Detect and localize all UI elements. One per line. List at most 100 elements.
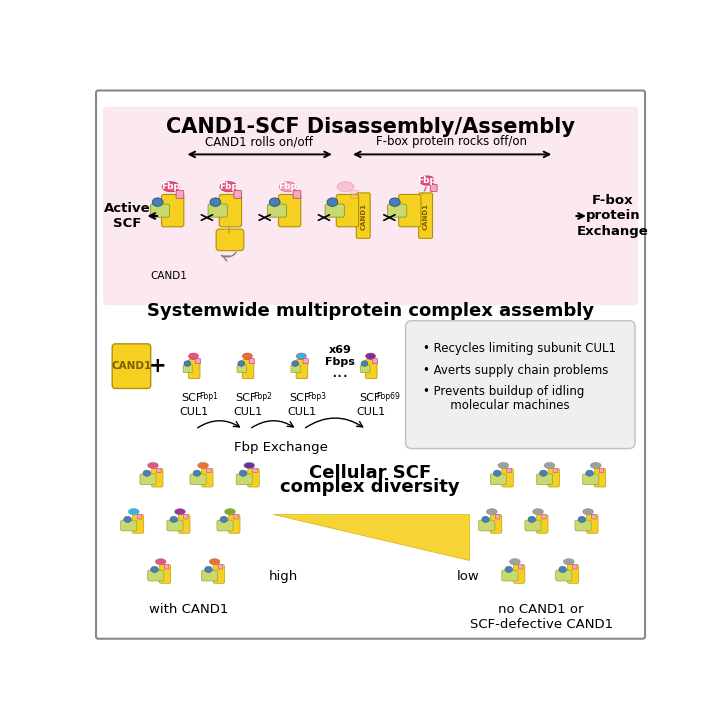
FancyBboxPatch shape [228, 515, 240, 534]
FancyBboxPatch shape [234, 514, 238, 519]
FancyBboxPatch shape [536, 474, 552, 484]
FancyBboxPatch shape [296, 360, 308, 378]
FancyBboxPatch shape [518, 565, 523, 569]
FancyBboxPatch shape [218, 565, 223, 569]
Text: CAND1: CAND1 [150, 271, 188, 282]
FancyBboxPatch shape [495, 514, 500, 519]
FancyBboxPatch shape [183, 365, 193, 373]
Ellipse shape [559, 566, 567, 573]
FancyBboxPatch shape [479, 520, 495, 531]
FancyBboxPatch shape [548, 469, 560, 487]
Text: Fbp: Fbp [278, 182, 297, 191]
Ellipse shape [327, 198, 338, 206]
FancyBboxPatch shape [121, 520, 137, 531]
FancyBboxPatch shape [248, 469, 260, 487]
Ellipse shape [193, 470, 201, 477]
Text: F-box
protein
Exchange: F-box protein Exchange [577, 194, 649, 238]
Text: CAND1 rolls on/off: CAND1 rolls on/off [205, 135, 313, 148]
FancyBboxPatch shape [336, 194, 359, 227]
Ellipse shape [225, 508, 236, 515]
FancyBboxPatch shape [207, 468, 211, 473]
FancyBboxPatch shape [96, 90, 645, 639]
FancyBboxPatch shape [156, 468, 161, 473]
FancyBboxPatch shape [556, 570, 572, 581]
FancyBboxPatch shape [502, 570, 518, 581]
Ellipse shape [390, 198, 401, 206]
Ellipse shape [583, 508, 594, 515]
Ellipse shape [544, 462, 555, 469]
Ellipse shape [337, 182, 354, 192]
Text: • Recycles limiting subunit CUL1: • Recycles limiting subunit CUL1 [423, 342, 616, 355]
Ellipse shape [238, 361, 244, 366]
FancyBboxPatch shape [190, 474, 206, 484]
FancyBboxPatch shape [568, 565, 579, 583]
Ellipse shape [150, 566, 158, 573]
Text: Active
SCF: Active SCF [104, 202, 151, 230]
Text: • Prevents buildup of idling: • Prevents buildup of idling [423, 385, 585, 398]
FancyBboxPatch shape [150, 204, 170, 217]
FancyBboxPatch shape [325, 204, 344, 217]
FancyBboxPatch shape [219, 194, 241, 227]
Ellipse shape [147, 462, 158, 469]
Text: Fbp: Fbp [417, 176, 436, 185]
FancyBboxPatch shape [586, 515, 598, 534]
FancyBboxPatch shape [406, 321, 635, 448]
Text: Fbp2: Fbp2 [253, 391, 272, 401]
Ellipse shape [170, 516, 178, 523]
FancyBboxPatch shape [184, 514, 188, 519]
Text: SCF: SCF [359, 393, 380, 403]
FancyBboxPatch shape [553, 468, 557, 473]
Ellipse shape [528, 516, 536, 523]
Text: SCF: SCF [181, 393, 203, 403]
FancyBboxPatch shape [195, 358, 200, 364]
Ellipse shape [498, 462, 509, 469]
FancyBboxPatch shape [573, 565, 577, 569]
Text: CAND1: CAND1 [422, 202, 429, 230]
FancyBboxPatch shape [208, 204, 227, 217]
Text: CUL1: CUL1 [233, 407, 262, 417]
Ellipse shape [205, 566, 213, 573]
Text: x69
Fbps: x69 Fbps [325, 345, 355, 367]
Ellipse shape [197, 462, 208, 469]
FancyBboxPatch shape [217, 520, 233, 531]
Ellipse shape [174, 508, 185, 515]
Ellipse shape [493, 470, 501, 477]
Ellipse shape [220, 516, 228, 523]
Ellipse shape [419, 176, 435, 186]
FancyBboxPatch shape [237, 365, 247, 373]
Ellipse shape [239, 470, 247, 477]
Text: complex diversity: complex diversity [281, 478, 460, 496]
Ellipse shape [539, 470, 547, 477]
Ellipse shape [242, 353, 252, 360]
FancyBboxPatch shape [159, 565, 171, 583]
Text: Fbp Exchange: Fbp Exchange [234, 440, 328, 453]
FancyBboxPatch shape [536, 515, 548, 534]
Ellipse shape [269, 198, 280, 206]
FancyBboxPatch shape [202, 469, 213, 487]
Ellipse shape [153, 198, 163, 206]
FancyBboxPatch shape [147, 570, 164, 581]
Text: molecular machines: molecular machines [439, 399, 569, 412]
FancyBboxPatch shape [398, 194, 421, 227]
FancyBboxPatch shape [419, 193, 432, 238]
Text: CUL1: CUL1 [287, 407, 316, 417]
FancyBboxPatch shape [599, 468, 604, 473]
FancyBboxPatch shape [236, 474, 252, 484]
FancyBboxPatch shape [525, 520, 541, 531]
FancyBboxPatch shape [583, 474, 599, 484]
FancyBboxPatch shape [502, 469, 513, 487]
FancyBboxPatch shape [490, 515, 502, 534]
Text: high: high [268, 570, 298, 583]
FancyBboxPatch shape [202, 570, 218, 581]
Text: +: + [149, 356, 166, 376]
Ellipse shape [209, 559, 220, 565]
FancyBboxPatch shape [594, 469, 606, 487]
FancyBboxPatch shape [167, 520, 183, 531]
Text: Fbp3: Fbp3 [307, 391, 326, 401]
FancyBboxPatch shape [234, 191, 241, 199]
FancyBboxPatch shape [242, 360, 254, 378]
FancyBboxPatch shape [365, 360, 377, 378]
Text: with CAND1: with CAND1 [149, 603, 228, 616]
Ellipse shape [510, 559, 521, 565]
Ellipse shape [586, 470, 594, 477]
